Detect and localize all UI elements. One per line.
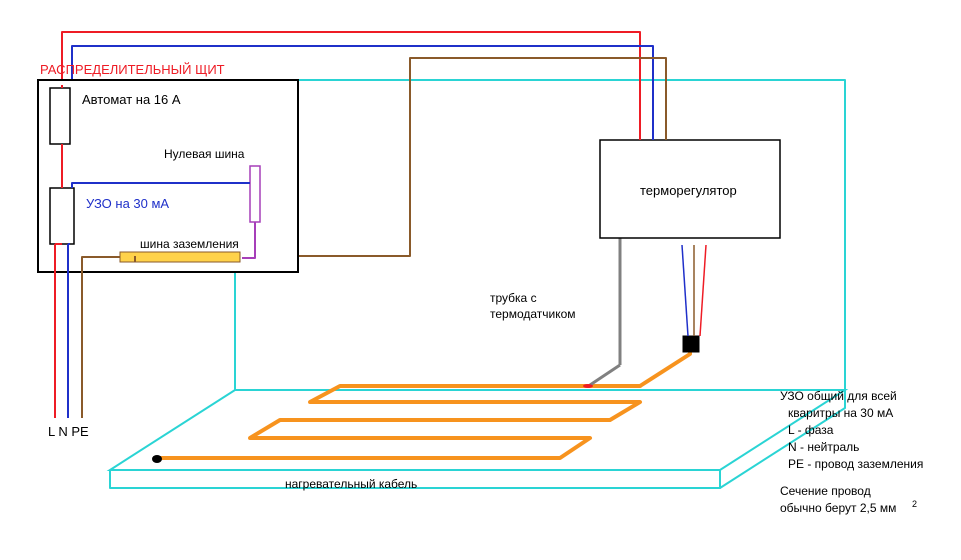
legend-5: PE - провод заземления	[788, 457, 923, 471]
legend-2: кваритры на 30 мА	[788, 406, 893, 420]
cable-label: нагревательный кабель	[285, 477, 417, 491]
legend-7: обычно берут 2,5 мм	[780, 501, 896, 515]
ground-bus-label: шина заземления	[140, 237, 239, 251]
breaker-label: Автомат на 16 А	[82, 92, 181, 107]
sensor-tip	[583, 384, 593, 388]
rcd-label: УЗО на 30 мА	[86, 196, 169, 211]
thermoreg-label: терморегулятор	[640, 183, 737, 198]
rcd-30ma	[50, 188, 74, 244]
panel-title: РАСПРЕДЕЛИТЕЛЬНЫЙ ЩИТ	[40, 62, 225, 77]
legend-6: Сечение провод	[780, 484, 871, 498]
tube-label-2: термодатчиком	[490, 307, 576, 321]
legend-3: L - фаза	[788, 423, 834, 437]
cable-end-cap	[152, 455, 162, 463]
legend-7-sup: 2	[912, 499, 917, 509]
lnpe-label: L N PE	[48, 424, 89, 439]
neutral-bus-label: Нулевая шина	[164, 147, 245, 161]
breaker-16a	[50, 88, 70, 144]
legend-1: УЗО общий для всей	[780, 389, 897, 403]
ground-bus	[120, 252, 240, 262]
neutral-bus	[250, 166, 260, 222]
tube-label-1: трубка с	[490, 291, 537, 305]
cable-connector	[683, 336, 699, 352]
legend-4: N - нейтраль	[788, 440, 859, 454]
